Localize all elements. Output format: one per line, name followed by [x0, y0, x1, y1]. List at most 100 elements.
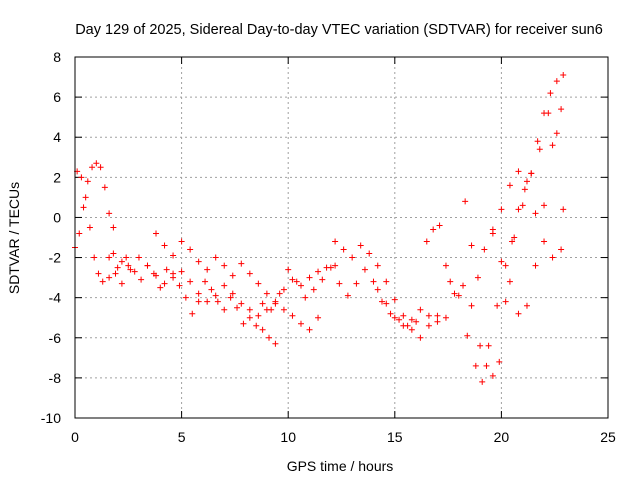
- data-point: [221, 282, 228, 289]
- data-point: [502, 262, 509, 269]
- data-point: [212, 292, 219, 299]
- y-tick-label: -2: [49, 250, 62, 266]
- data-point: [289, 276, 296, 283]
- data-point: [170, 252, 177, 259]
- series-arc-12: [489, 106, 565, 317]
- data-point: [515, 206, 522, 213]
- data-point: [413, 318, 420, 325]
- x-tick-label: 25: [600, 429, 616, 445]
- data-point: [379, 298, 386, 305]
- series-arc-2: [74, 168, 130, 285]
- axis-ticks: [74, 56, 609, 419]
- data-point: [336, 280, 343, 287]
- data-point: [187, 278, 194, 285]
- data-point: [268, 306, 275, 313]
- data-point: [417, 334, 424, 341]
- data-point: [434, 312, 441, 319]
- data-point: [182, 294, 189, 301]
- data-point: [447, 278, 454, 285]
- data-point: [238, 260, 245, 267]
- data-point: [464, 332, 471, 339]
- series-arc-5: [153, 230, 322, 333]
- data-point: [240, 320, 247, 327]
- data-point: [468, 242, 475, 249]
- data-point: [280, 286, 287, 293]
- data-point: [84, 178, 91, 185]
- data-point: [425, 322, 432, 329]
- series-arc-7: [332, 238, 449, 341]
- data-point: [396, 316, 403, 323]
- data-point: [391, 314, 398, 321]
- data-point: [553, 130, 560, 137]
- y-tick-label: 4: [53, 129, 61, 145]
- data-point: [229, 290, 236, 297]
- data-point: [153, 230, 160, 237]
- data-point: [101, 184, 108, 191]
- data-point: [523, 302, 530, 309]
- data-point: [110, 250, 117, 257]
- data-point: [253, 322, 260, 329]
- y-tick-label: 6: [53, 89, 61, 105]
- data-point: [485, 342, 492, 349]
- data-point: [515, 168, 522, 175]
- data-point: [259, 300, 266, 307]
- data-point: [106, 254, 113, 261]
- data-point: [423, 238, 430, 245]
- y-tick-label: -4: [49, 290, 62, 306]
- x-tick-label: 0: [71, 429, 79, 445]
- y-tick-label: -8: [49, 370, 62, 386]
- data-point: [246, 314, 253, 321]
- data-point: [521, 186, 528, 193]
- data-point: [436, 222, 443, 229]
- data-point: [118, 280, 125, 287]
- data-point: [549, 142, 556, 149]
- data-point: [118, 258, 125, 265]
- x-tick-label: 10: [280, 429, 296, 445]
- data-point: [187, 246, 194, 253]
- data-point: [387, 310, 394, 317]
- data-point: [417, 306, 424, 313]
- data-point: [208, 286, 215, 293]
- series-arc-4: [110, 250, 339, 319]
- data-point: [238, 300, 245, 307]
- data-point: [558, 106, 565, 113]
- data-point: [204, 298, 211, 305]
- series-arc-11: [462, 168, 565, 281]
- data-point: [114, 264, 121, 271]
- data-point: [221, 306, 228, 313]
- data-point: [545, 110, 552, 117]
- data-point: [212, 254, 219, 261]
- data-point: [340, 246, 347, 253]
- data-point: [536, 146, 543, 153]
- x-axis-label: GPS time / hours: [287, 458, 394, 474]
- data-point: [91, 254, 98, 261]
- data-point: [553, 78, 560, 85]
- data-point: [82, 194, 89, 201]
- data-point: [106, 210, 113, 217]
- data-point: [315, 314, 322, 321]
- data-point: [472, 362, 479, 369]
- data-point: [161, 280, 168, 287]
- data-point: [297, 282, 304, 289]
- data-point: [170, 274, 177, 281]
- data-point: [332, 238, 339, 245]
- data-point: [370, 278, 377, 285]
- data-point: [547, 90, 554, 97]
- data-point: [131, 268, 138, 275]
- y-tick-label: 8: [53, 49, 61, 65]
- data-point: [496, 358, 503, 365]
- data-point: [327, 264, 334, 271]
- data-point: [86, 224, 93, 231]
- data-point: [494, 302, 501, 309]
- x-tick-label: 15: [387, 429, 403, 445]
- data-point: [357, 242, 364, 249]
- data-point: [532, 210, 539, 217]
- series-arc-8: [374, 286, 441, 329]
- data-point: [195, 298, 202, 305]
- data-point: [515, 310, 522, 317]
- data-point: [560, 206, 567, 213]
- data-point: [483, 362, 490, 369]
- data-point: [306, 274, 313, 281]
- data-point: [344, 292, 351, 299]
